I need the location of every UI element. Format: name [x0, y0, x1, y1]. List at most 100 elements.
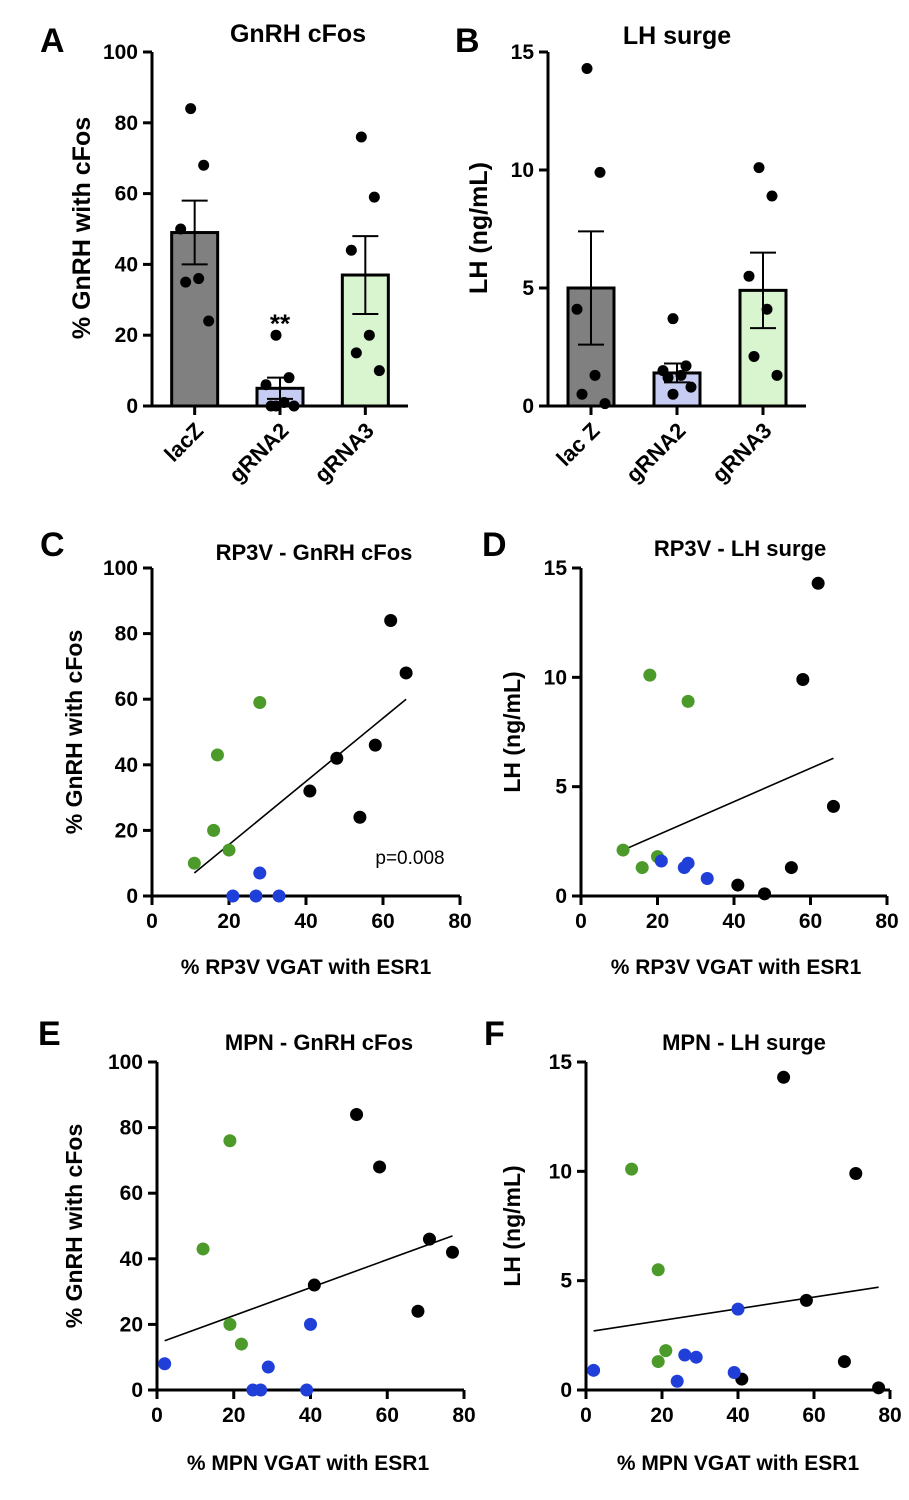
- panel-e-ylabel: % GnRH with cFos: [61, 1124, 87, 1328]
- panel-c-xtick-label: 60: [371, 910, 394, 933]
- panel-a-data-point: [373, 365, 385, 377]
- panel-a-ytick-label: 0: [126, 395, 138, 418]
- panel-f-ylabel: LH (ng/mL): [499, 1165, 525, 1286]
- panel-d-point-lacz: [796, 673, 810, 687]
- panel-c: C RP3V - GnRH cFos % GnRH with cFos % RP…: [40, 526, 472, 979]
- panel-b-data-point: [667, 313, 679, 325]
- panel-c-ytick-label: 60: [115, 688, 138, 711]
- panel-d-xtick-label: 20: [646, 910, 669, 933]
- panel-e-point-grna2: [261, 1360, 275, 1374]
- panel-e-marks: [158, 1107, 459, 1397]
- panel-b-data-point: [571, 303, 583, 315]
- panel-d: D RP3V - LH surge LH (ng/mL) % RP3V VGAT…: [482, 526, 899, 979]
- panel-d-point-grna3: [616, 843, 630, 857]
- panel-c-point-grna3: [207, 823, 221, 837]
- panel-b-data-point: [685, 381, 697, 393]
- panel-b-ytick-label: 0: [522, 395, 534, 418]
- panel-b-label: B: [455, 22, 480, 60]
- panel-f-ytick-label: 15: [549, 1051, 573, 1074]
- panel-b-data-point: [675, 369, 687, 381]
- panel-d-regression-line: [622, 757, 834, 851]
- panel-b-marks: [566, 63, 788, 410]
- panel-e-point-lacz: [350, 1107, 364, 1121]
- panel-a: A GnRH cFos % GnRH with cFos 0 20 40 60 80 10…: [40, 20, 408, 487]
- panel-b-axes: 0 5 10 15 lac Z gRNA2 gRNA3: [511, 41, 806, 487]
- panel-b-data-point: [761, 303, 773, 315]
- panel-c-point-grna2: [226, 889, 240, 903]
- panel-a-data-point: [270, 329, 282, 341]
- panel-c-ytick-label: 80: [115, 623, 138, 646]
- panel-a-data-point: [350, 347, 362, 359]
- panel-b-category-label: gRNA2: [621, 418, 691, 488]
- panel-f-ytick-label: 0: [560, 1379, 572, 1402]
- panel-f-xlabel: % MPN VGAT with ESR1: [617, 1452, 860, 1475]
- panel-f-xtick-label: 40: [726, 1404, 749, 1427]
- panel-a-category-label: gRNA3: [309, 418, 379, 488]
- panel-d-point-lacz: [784, 861, 798, 875]
- panel-b-data-point: [771, 369, 783, 381]
- panel-e-point-grna3: [223, 1317, 237, 1331]
- panel-e-point-lacz: [307, 1278, 321, 1292]
- panel-f-label: F: [484, 1015, 505, 1053]
- panel-a-ytick-label: 80: [115, 112, 138, 135]
- panel-c-point-grna3: [253, 695, 267, 709]
- panel-e-ytick-label: 100: [108, 1051, 143, 1074]
- panel-a-data-point: [363, 329, 375, 341]
- panel-e-point-grna3: [234, 1337, 248, 1351]
- panel-d-xtick-label: 40: [722, 910, 745, 933]
- panel-c-xtick-label: 40: [294, 910, 317, 933]
- panel-c-xtick-label: 80: [448, 910, 471, 933]
- panel-a-data-point: [260, 379, 272, 391]
- panel-e-point-grna3: [223, 1134, 237, 1148]
- panel-d-ytick-label: 0: [555, 885, 567, 908]
- panel-f-point-grna2: [731, 1302, 745, 1316]
- panel-a-data-point: [283, 372, 295, 384]
- panel-d-point-grna2: [654, 854, 668, 868]
- panel-c-ytick-label: 20: [115, 819, 138, 842]
- panel-c-axes: 0 20 40 60 80 100 0 20 40 60 80: [103, 557, 472, 933]
- panel-f-point-grna3: [651, 1355, 665, 1369]
- panel-c-point-lacz: [353, 810, 367, 824]
- panel-c-ytick-label: 0: [126, 885, 138, 908]
- panel-e: E MPN - GnRH cFos % GnRH with cFos % MPN…: [38, 1015, 476, 1475]
- panel-d-point-lacz: [731, 878, 745, 892]
- panel-c-point-lacz: [368, 738, 382, 752]
- panel-e-point-lacz: [411, 1304, 425, 1318]
- panel-e-point-lacz: [373, 1160, 387, 1174]
- panel-e-point-grna2: [304, 1317, 317, 1331]
- panel-f-point-lacz: [837, 1355, 851, 1369]
- panel-b-ytick-label: 5: [522, 277, 534, 300]
- panel-a-data-point: [345, 244, 357, 256]
- panel-b-category-label: lac Z: [551, 418, 604, 471]
- panel-b-data-point: [753, 162, 765, 174]
- panel-c-point-lacz: [399, 666, 413, 680]
- panel-c-title: RP3V - GnRH cFos: [216, 540, 413, 565]
- panel-f-title: MPN - LH surge: [662, 1030, 826, 1055]
- panel-f-point-grna2: [670, 1374, 684, 1388]
- panel-d-point-grna2: [677, 861, 691, 875]
- panel-a-data-point: [288, 400, 300, 412]
- panel-a-ytick-label: 100: [103, 41, 138, 64]
- panel-d-point-grna3: [643, 668, 657, 682]
- panel-b-data-point: [581, 63, 593, 75]
- panel-b-data-point: [680, 360, 692, 372]
- panel-d-point-lacz: [758, 887, 772, 901]
- panel-a-data-point: [270, 400, 282, 412]
- panel-c-ytick-label: 100: [103, 557, 138, 580]
- panel-e-point-lacz: [445, 1245, 459, 1259]
- panel-a-category-label: lacZ: [159, 418, 208, 467]
- panel-c-point-grna3: [187, 856, 201, 870]
- panel-b-data-point: [594, 166, 606, 178]
- panel-a-label: A: [40, 22, 65, 60]
- panel-f-xtick-label: 0: [580, 1404, 592, 1427]
- panel-d-marks: [616, 576, 840, 901]
- panel-e-ytick-label: 80: [120, 1117, 143, 1140]
- panel-a-data-point: [175, 223, 187, 235]
- panel-c-point-grna2: [253, 866, 267, 880]
- panel-d-point-grna3: [635, 861, 649, 875]
- panel-f-ytick-label: 5: [560, 1270, 572, 1293]
- panel-e-ytick-label: 0: [131, 1379, 143, 1402]
- panel-a-significance-label: **: [270, 309, 291, 339]
- panel-d-point-lacz: [826, 799, 840, 813]
- panel-e-regression-line: [164, 1235, 453, 1342]
